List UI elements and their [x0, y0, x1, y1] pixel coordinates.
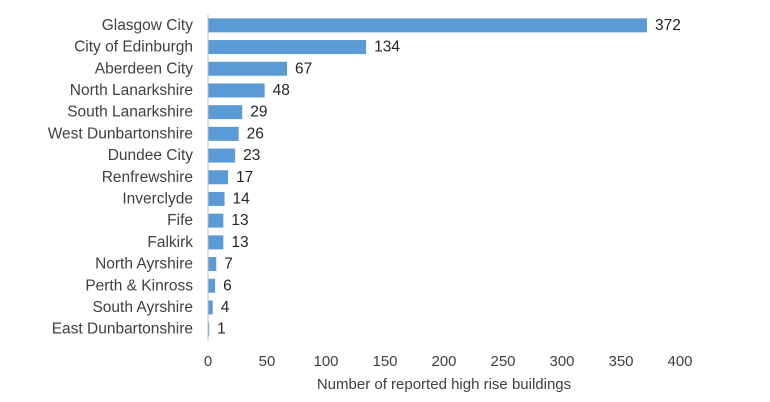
x-tick-label: 300: [549, 353, 574, 370]
x-tick-label: 400: [667, 353, 692, 370]
data-label: 17: [236, 169, 253, 186]
data-label: 13: [231, 234, 248, 251]
data-label: 4: [221, 299, 230, 316]
bar: [208, 191, 225, 206]
bar: [208, 83, 265, 98]
bar: [208, 213, 224, 228]
data-label: 1: [217, 321, 226, 338]
value-labels: 372 134 67 48 29 26 23 17 14 13 13 7 6 4 1: [217, 17, 681, 338]
bar: [208, 148, 236, 163]
bar: [208, 170, 229, 185]
category-label: Aberdeen City: [95, 60, 193, 77]
x-tick-label: 350: [608, 353, 633, 370]
category-label: West Dunbartonshire: [48, 125, 193, 142]
category-label: South Ayrshire: [92, 299, 193, 316]
bar: [208, 40, 367, 55]
data-label: 29: [250, 104, 267, 121]
category-label: East Dunbartonshire: [52, 321, 193, 338]
data-label: 6: [223, 277, 232, 294]
x-tick-label: 200: [431, 353, 456, 370]
data-label: 372: [655, 17, 681, 34]
category-labels: Glasgow City City of Edinburgh Aberdeen Ci…: [48, 17, 194, 338]
category-label: Fife: [167, 212, 193, 229]
category-label: Renfrewshire: [102, 169, 193, 186]
category-label: North Lanarkshire: [70, 82, 193, 99]
data-label: 134: [374, 39, 400, 56]
bar: [208, 235, 224, 250]
bar: [208, 300, 213, 315]
category-label: City of Edinburgh: [74, 39, 193, 56]
data-label: 67: [295, 60, 312, 77]
bar: [208, 278, 216, 293]
data-label: 23: [243, 147, 260, 164]
x-tick-label: 50: [259, 353, 276, 370]
x-tick-label: 100: [313, 353, 338, 370]
data-label: 26: [247, 125, 264, 142]
bar: [208, 322, 210, 337]
data-label: 48: [273, 82, 290, 99]
bars-group: [208, 18, 647, 337]
bar: [208, 257, 217, 272]
bar: [208, 126, 239, 141]
category-label: North Ayrshire: [95, 256, 193, 273]
x-tick-labels: 0 50 100 150 200 250 300 350 400: [204, 353, 693, 370]
x-tick-label: 150: [372, 353, 397, 370]
bar: [208, 105, 243, 120]
category-label: South Lanarkshire: [67, 104, 193, 121]
data-label: 14: [233, 190, 251, 207]
bar: [208, 61, 288, 76]
x-axis-title: Number of reported high rise buildings: [317, 376, 571, 393]
data-label: 7: [224, 256, 233, 273]
x-tick-label: 0: [204, 353, 212, 370]
category-label: Inverclyde: [122, 190, 193, 207]
x-tick-label: 250: [490, 353, 515, 370]
category-label: Falkirk: [147, 234, 193, 251]
data-label: 13: [231, 212, 248, 229]
bar: [208, 18, 647, 33]
category-label: Perth & Kinross: [85, 277, 193, 294]
category-label: Dundee City: [108, 147, 194, 164]
category-label: Glasgow City: [102, 17, 194, 34]
